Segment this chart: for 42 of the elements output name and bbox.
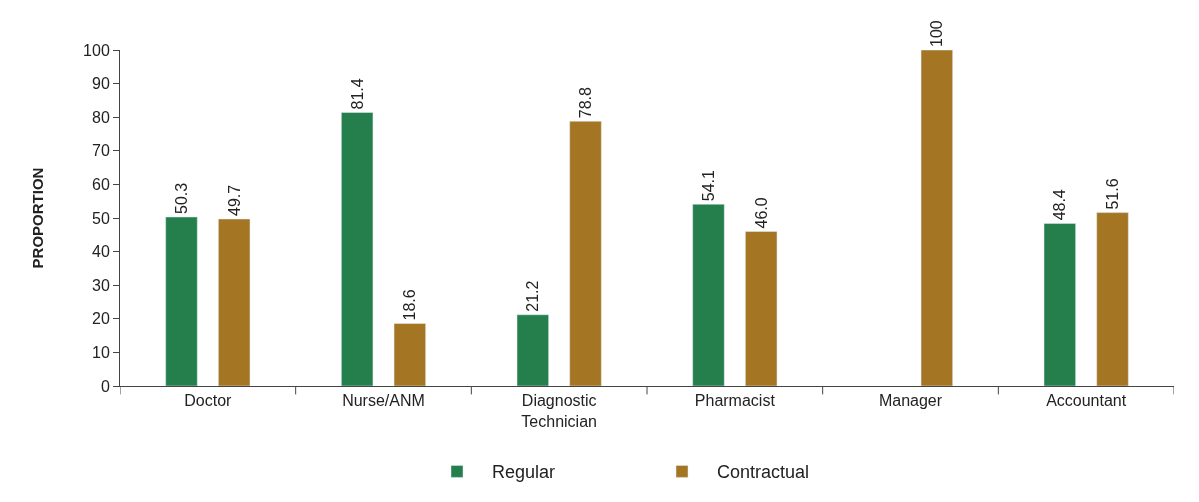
y-tick-label: 60 [92,176,110,193]
y-tick-label: 30 [92,276,110,294]
bar [393,323,426,386]
data-label: 81.4 [348,78,366,110]
data-label: 50.3 [172,182,190,214]
bar [920,50,953,386]
y-tick-label: 20 [92,310,110,328]
bar [1043,223,1076,386]
x-tick-label: Manager [878,392,943,410]
data-label: 100 [928,20,946,47]
data-label: 46.0 [752,197,770,229]
x-tick-label: Diagnostic Technician [521,392,597,430]
data-label: 49.7 [225,184,243,217]
y-tick-label: 100 [83,41,110,59]
bar [692,203,725,386]
y-tick-label: 0 [100,377,110,395]
data-label: 18.6 [401,289,419,321]
x-tick-label: Nurse/ANM [342,392,425,410]
y-tick-label: 80 [92,108,110,126]
legend-label: Regular [492,462,556,483]
y-tick-label: 10 [92,344,110,361]
y-tick-label: 70 [92,142,110,160]
x-tick-label: Accountant [1046,392,1127,410]
data-label: 48.4 [1051,189,1069,221]
bar [165,216,198,386]
x-tick-label: Doctor [184,392,233,410]
data-label: 21.2 [524,280,542,312]
bar [1096,212,1129,386]
y-axis-title: PROPORTION [29,167,47,269]
data-label: 78.8 [577,86,595,119]
data-label: 54.1 [699,169,717,202]
y-tick-label: 50 [92,209,110,227]
bar [341,112,374,386]
bar [516,314,549,386]
y-tick-label: 40 [92,243,110,261]
bar [218,218,251,386]
bar [569,120,602,386]
data-label: 51.6 [1104,178,1122,210]
legend-label: Contractual [717,462,810,483]
x-tick-label: Pharmacist [694,392,776,410]
bar [745,231,778,386]
y-tick-label: 90 [92,75,110,93]
